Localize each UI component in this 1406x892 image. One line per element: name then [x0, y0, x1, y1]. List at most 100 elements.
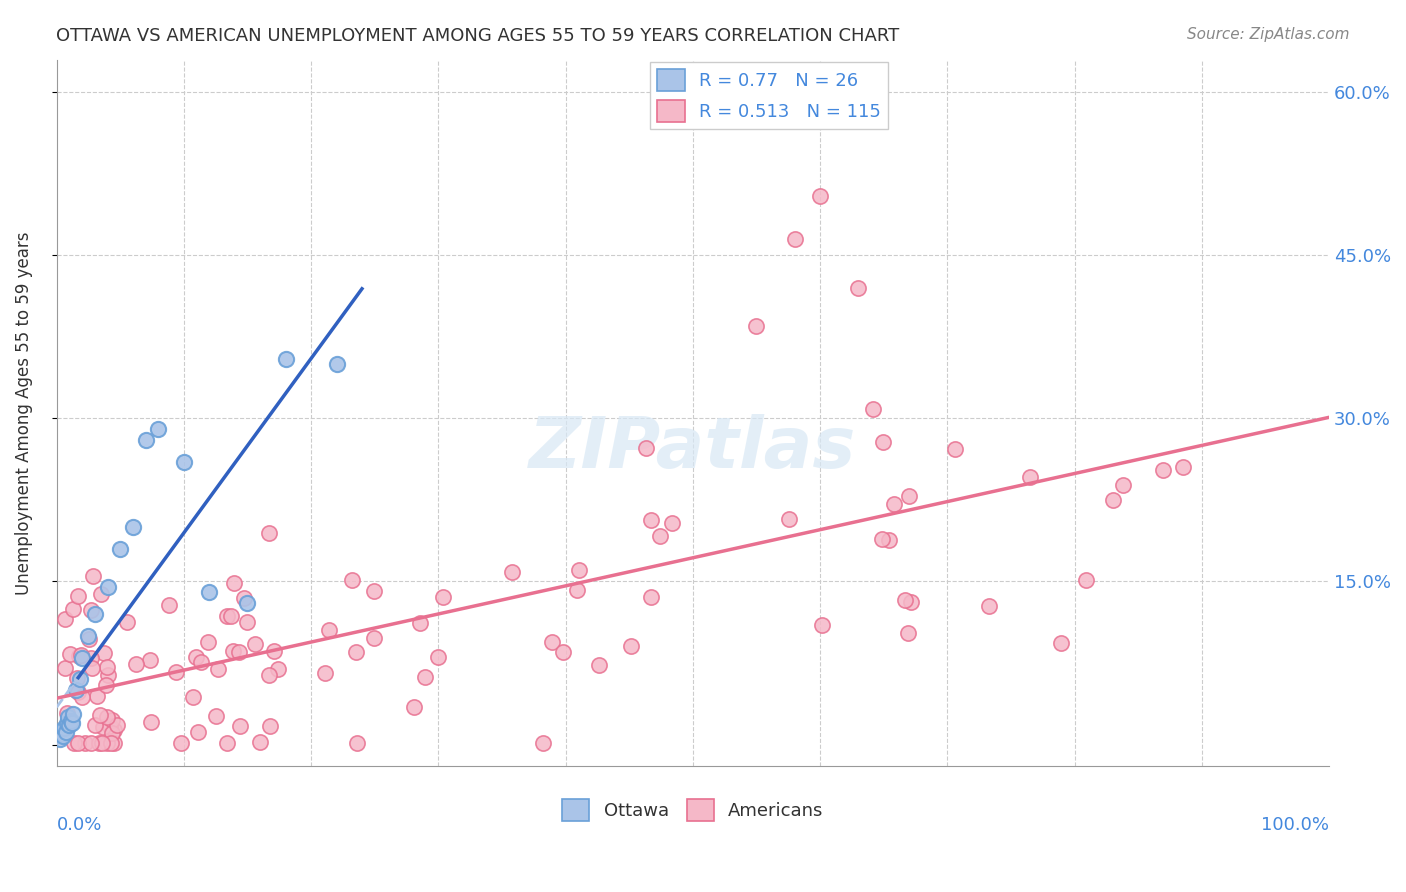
- Point: [263, 644, 285, 658]
- Point: [432, 590, 454, 604]
- Point: [1076, 573, 1098, 587]
- Point: [565, 583, 588, 598]
- Point: [224, 576, 246, 591]
- Point: [51, 727, 73, 741]
- Point: [207, 662, 229, 676]
- Point: [82, 660, 104, 674]
- Point: [70, 650, 93, 665]
- Point: [103, 723, 125, 738]
- Point: [56, 715, 79, 730]
- Point: [80, 651, 103, 665]
- Point: [402, 700, 425, 714]
- Point: [59, 647, 82, 661]
- Point: [640, 590, 662, 604]
- Point: [60, 715, 83, 730]
- Point: [501, 566, 523, 580]
- Point: [181, 690, 204, 704]
- Point: [184, 649, 207, 664]
- Point: [257, 525, 280, 540]
- Point: [117, 615, 139, 629]
- Point: [56, 706, 79, 721]
- Point: [215, 609, 238, 624]
- Point: [257, 668, 280, 682]
- Point: [872, 434, 894, 449]
- Point: [943, 442, 966, 456]
- Point: [49, 732, 72, 747]
- Point: [267, 662, 290, 676]
- Point: [101, 726, 124, 740]
- Point: [122, 520, 145, 534]
- Point: [1019, 470, 1042, 484]
- Point: [229, 718, 252, 732]
- Point: [228, 645, 250, 659]
- Point: [568, 562, 591, 576]
- Point: [187, 724, 209, 739]
- Point: [82, 569, 104, 583]
- Point: [86, 689, 108, 703]
- Point: [897, 625, 920, 640]
- Text: OTTAWA VS AMERICAN UNEMPLOYMENT AMONG AGES 55 TO 59 YEARS CORRELATION CHART: OTTAWA VS AMERICAN UNEMPLOYMENT AMONG AG…: [56, 27, 900, 45]
- Point: [846, 281, 869, 295]
- Point: [808, 188, 831, 202]
- Point: [318, 623, 340, 637]
- Point: [1049, 636, 1071, 650]
- Point: [245, 637, 267, 651]
- Point: [173, 455, 195, 469]
- Point: [650, 529, 672, 543]
- Point: [588, 657, 610, 672]
- Point: [190, 655, 212, 669]
- Point: [55, 724, 77, 739]
- Point: [620, 639, 643, 653]
- Point: [139, 714, 162, 729]
- Point: [1112, 477, 1135, 491]
- Point: [222, 644, 245, 658]
- Point: [96, 710, 118, 724]
- Point: [897, 489, 920, 503]
- Point: [58, 718, 80, 732]
- Point: [100, 713, 122, 727]
- Point: [205, 709, 228, 723]
- Point: [877, 533, 900, 547]
- Y-axis label: Unemployment Among Ages 55 to 59 years: Unemployment Among Ages 55 to 59 years: [15, 231, 32, 595]
- Point: [105, 717, 128, 731]
- Text: 100.0%: 100.0%: [1261, 816, 1329, 834]
- Point: [197, 635, 219, 649]
- Point: [87, 737, 110, 751]
- Point: [215, 737, 238, 751]
- Point: [89, 707, 111, 722]
- Point: [346, 737, 368, 751]
- Point: [344, 645, 367, 659]
- Point: [232, 591, 254, 606]
- Point: [236, 615, 259, 630]
- Point: [165, 665, 187, 679]
- Point: [65, 683, 87, 698]
- Text: 0.0%: 0.0%: [56, 816, 103, 834]
- Point: [69, 648, 91, 663]
- Point: [80, 602, 103, 616]
- Point: [66, 685, 89, 699]
- Point: [415, 670, 437, 684]
- Point: [259, 719, 281, 733]
- Point: [314, 665, 336, 680]
- Point: [893, 593, 915, 607]
- Point: [67, 589, 90, 603]
- Point: [53, 661, 76, 675]
- Point: [62, 602, 84, 616]
- Point: [79, 632, 101, 647]
- Point: [84, 718, 107, 732]
- Point: [98, 719, 121, 733]
- Point: [870, 532, 893, 546]
- Point: [73, 737, 96, 751]
- Point: [531, 737, 554, 751]
- Point: [325, 357, 347, 371]
- Point: [97, 667, 120, 681]
- Point: [274, 351, 297, 366]
- Point: [63, 737, 86, 751]
- Text: Source: ZipAtlas.com: Source: ZipAtlas.com: [1187, 27, 1350, 42]
- Point: [69, 673, 91, 687]
- Point: [96, 580, 118, 594]
- Point: [661, 516, 683, 530]
- Point: [783, 232, 806, 246]
- Point: [170, 737, 193, 751]
- Point: [1171, 459, 1194, 474]
